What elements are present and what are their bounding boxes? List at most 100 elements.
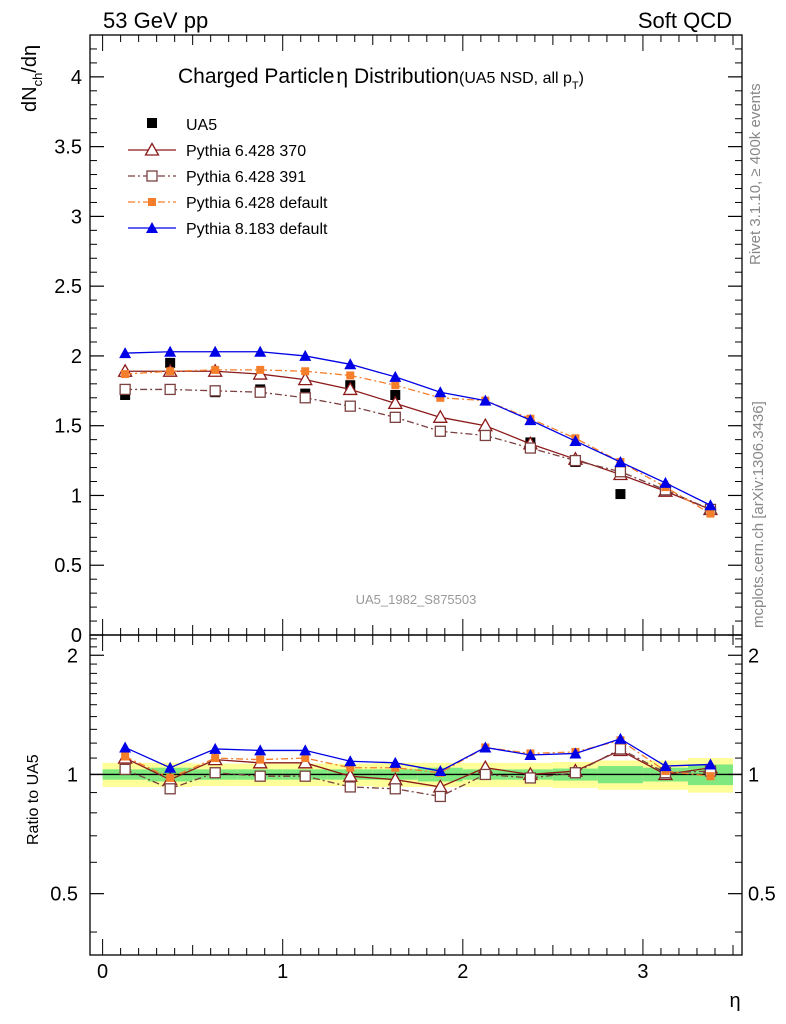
main-point-pythia-8-183-default <box>479 394 492 406</box>
ratio-point-pythia-6-428-391 <box>344 781 356 793</box>
main-point-pythia-6-428-391 <box>344 400 356 412</box>
ratio-point-pythia-8-183-default <box>614 732 627 744</box>
main-point-pythia-6-428-391 <box>164 383 176 396</box>
ratio-line-pythia-6-428-391 <box>124 748 711 798</box>
process-label: Soft QCD <box>638 8 732 33</box>
main-point-pythia-8-183-default <box>164 345 177 357</box>
y-tick-label: 4 <box>71 67 82 89</box>
ratio-point-pythia-8-183-default <box>659 760 672 772</box>
y-tick-label: 2.5 <box>54 276 82 298</box>
main-point-pythia-8-183-default <box>659 476 672 488</box>
main-point-pythia-6-428-default <box>436 393 445 402</box>
legend-marker-pythia6-370 <box>144 142 160 156</box>
subtitle-sub: T <box>572 80 579 92</box>
ratio-point-pythia-8-183-default <box>704 758 717 770</box>
y-tick-label: 3.5 <box>54 137 82 159</box>
ratio-point-pythia-6-428-default <box>706 772 715 781</box>
ratio-y-axis-label: Ratio to UA5 <box>25 754 42 845</box>
ratio-line-pythia-6-428-default <box>124 739 711 779</box>
y-tick-label: 0 <box>71 625 82 647</box>
ratio-y-tick-label: 0.5 <box>50 884 78 906</box>
ratio-point-pythia-8-183-default <box>254 744 267 756</box>
y-tick-label: 1.5 <box>54 416 82 438</box>
ratio-point-pythia-6-428-370 <box>342 768 358 782</box>
ratio-point-pythia-8-183-default <box>209 742 222 754</box>
ratio-point-pythia-6-428-default <box>256 755 265 764</box>
ratio-point-pythia-6-428-391 <box>434 790 446 803</box>
ratio-point-pythia-6-428-391 <box>209 767 221 779</box>
main-line-pythia-8-183-default <box>125 351 711 506</box>
y-axis-label: dNch/dη <box>19 45 45 112</box>
main-point-pythia-8-183-default <box>254 345 267 357</box>
x-axis-label: η <box>729 990 740 1012</box>
legend-marker-pythia8-default <box>146 222 158 233</box>
main-point-pythia-8-183-default <box>119 347 132 359</box>
ratio-point-pythia-8-183-default <box>344 755 357 767</box>
main-panel: 0 0.5 1 1.5 2 2.5 3 3.5 4 UA5_1982_S875503 Charg… <box>19 34 743 647</box>
ratio-point-pythia-6-428-default <box>121 752 130 761</box>
main-point-pythia-6-428-370 <box>432 409 448 423</box>
title-rest: Distribution <box>348 65 459 88</box>
legend-label-pythia6-default: Pythia 6.428 default <box>186 195 328 212</box>
ratio-point-pythia-6-428-default <box>166 773 175 782</box>
main-series-pythia-6-428-391 <box>119 383 717 516</box>
main-point-pythia-8-183-default <box>614 455 627 467</box>
main-point-pythia-6-428-391 <box>434 425 446 437</box>
main-point-pythia-6-428-391 <box>209 385 221 397</box>
main-line-pythia-6-428-391 <box>125 388 711 511</box>
ratio-point-pythia-6-428-370 <box>297 755 313 769</box>
ratio-y-tick-label: 2 <box>67 645 78 667</box>
ratio-y-tick-label-right: 2 <box>748 645 759 667</box>
main-point-pythia-6-428-391 <box>254 386 266 398</box>
main-point-pythia-8-183-default <box>389 370 402 382</box>
main-point-ua5 <box>615 489 626 500</box>
main-point-pythia-8-183-default <box>704 499 717 511</box>
y-tick-label: 0.5 <box>54 555 82 577</box>
source-label: mcplots.cern.ch [arXiv:1306.3436] <box>750 401 767 628</box>
subtitle-main: (UA5 NSD, all p <box>459 70 572 87</box>
subtitle-end: ) <box>579 70 584 87</box>
ylabel-main: dN <box>19 86 41 112</box>
legend-label-pythia6-370: Pythia 6.428 370 <box>186 143 306 160</box>
main-series-pythia-8-183-default <box>119 345 717 511</box>
main-point-pythia-8-183-default <box>209 345 222 357</box>
legend-entry-pythia6-370: Pythia 6.428 370 <box>128 142 306 160</box>
main-point-pythia-6-428-default <box>256 365 265 374</box>
main-point-pythia-6-428-391 <box>614 466 627 478</box>
main-point-pythia-6-428-default <box>211 365 220 374</box>
ratio-panel: 0.5 0.5 1 1 2 2 0 1 2 3 Ratio to UA5 η <box>25 634 776 1012</box>
main-line-pythia-6-428-370 <box>125 370 711 511</box>
main-point-pythia-6-428-370 <box>297 371 313 386</box>
ratio-point-pythia-6-428-391 <box>389 783 401 795</box>
ratio-bands <box>102 758 733 793</box>
ratio-point-pythia-6-428-391 <box>614 743 627 755</box>
main-point-pythia-6-428-default <box>301 367 310 376</box>
x-tick-label: 1 <box>277 961 288 983</box>
y-tick-label: 2 <box>71 346 82 368</box>
ratio-point-pythia-6-428-default <box>301 754 310 763</box>
ratio-y-tick-label: 1 <box>67 764 78 786</box>
main-point-pythia-6-428-default <box>391 381 400 390</box>
main-point-pythia-6-428-370 <box>387 395 403 410</box>
ratio-point-pythia-6-428-391 <box>119 763 131 776</box>
main-ticks: 0 0.5 1 1.5 2 2.5 3 3.5 4 <box>54 35 742 647</box>
legend: UA5 Pythia 6.428 370 Pythia 6.428 391 Py… <box>128 117 328 238</box>
legend-entry-pythia8-default: Pythia 8.183 default <box>128 221 328 238</box>
main-point-pythia-6-428-default <box>121 370 130 379</box>
main-point-pythia-6-428-391 <box>479 429 491 442</box>
ratio-point-pythia-8-183-default <box>119 741 132 753</box>
main-series-pythia-6-428-370 <box>117 363 719 516</box>
x-tick-label: 0 <box>97 961 108 983</box>
legend-marker-pythia6-default <box>148 198 156 206</box>
main-point-pythia-6-428-default <box>346 371 355 380</box>
legend-label-ua5: UA5 <box>186 117 217 134</box>
ratio-line-pythia-8-183-default <box>124 738 711 772</box>
ratio-point-pythia-6-428-default <box>211 754 220 763</box>
ratio-point-pythia-8-183-default <box>569 747 582 759</box>
main-point-pythia-6-428-391 <box>119 383 131 396</box>
legend-marker-ua5 <box>147 118 157 128</box>
ratio-point-pythia-6-428-391 <box>569 767 582 779</box>
legend-label-pythia6-391: Pythia 6.428 391 <box>186 169 306 186</box>
main-point-pythia-6-428-391 <box>299 392 311 404</box>
main-point-pythia-6-428-391 <box>389 411 401 423</box>
